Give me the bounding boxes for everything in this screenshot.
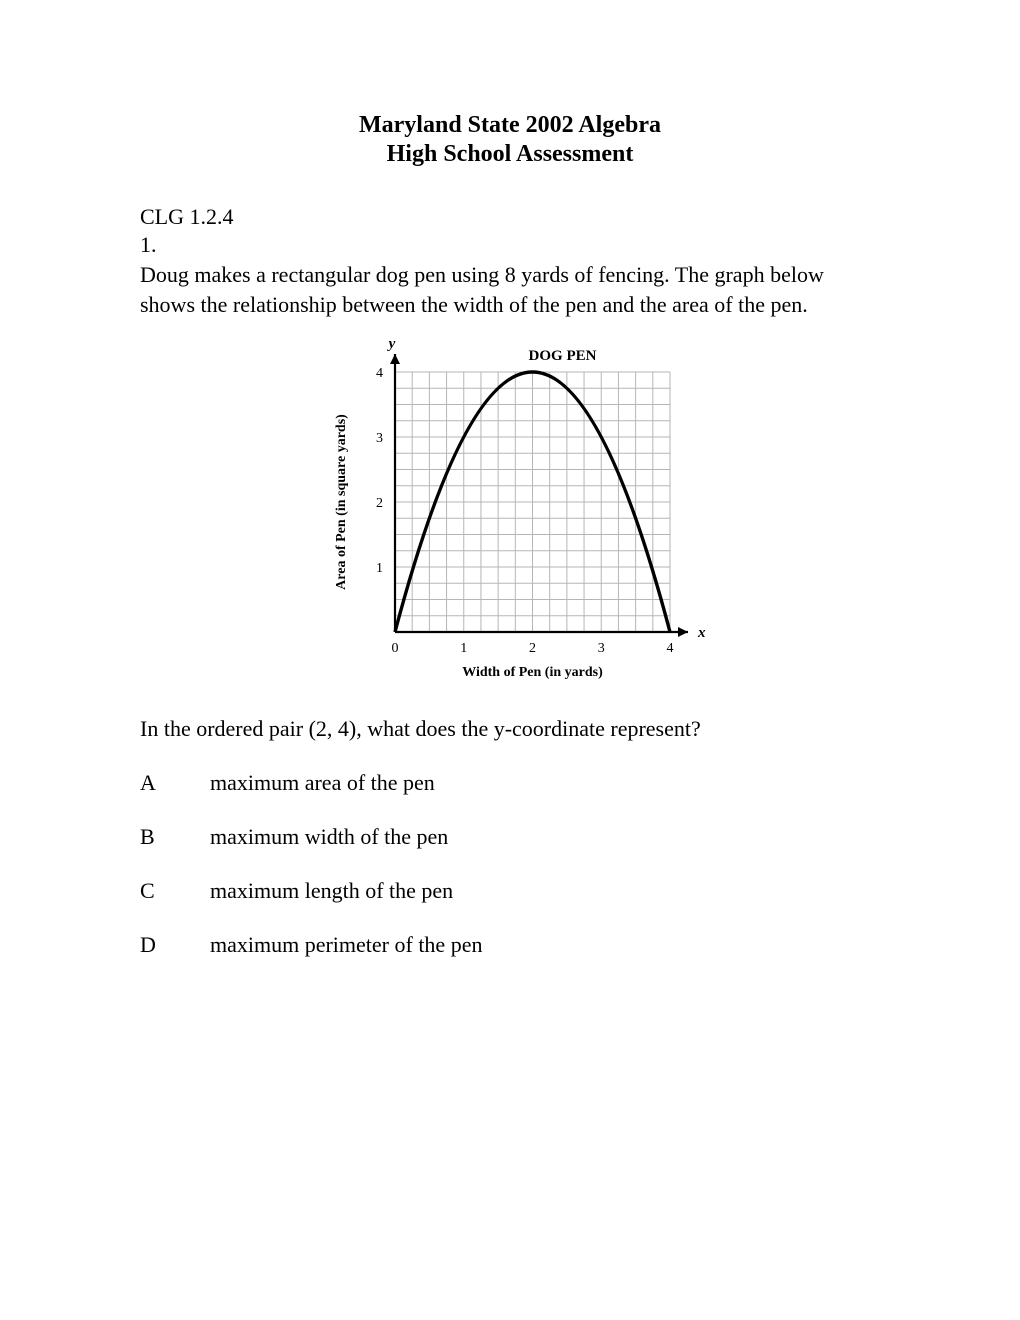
svg-text:Area of Pen (in square yards): Area of Pen (in square yards) xyxy=(334,413,349,589)
problem-text: Doug makes a rectangular dog pen using 8… xyxy=(140,260,860,319)
page-title-line1: Maryland State 2002 Algebra xyxy=(140,110,880,141)
question-text: In the ordered pair (2, 4), what does th… xyxy=(140,716,880,742)
choice-letter: D xyxy=(140,932,210,958)
choice-letter: C xyxy=(140,878,210,904)
svg-text:4: 4 xyxy=(667,641,674,656)
svg-text:3: 3 xyxy=(598,641,605,656)
choice-letter: B xyxy=(140,824,210,850)
svg-text:4: 4 xyxy=(376,366,383,381)
answer-choice: Bmaximum width of the pen xyxy=(140,824,880,850)
assessment-page: Maryland State 2002 Algebra High School … xyxy=(0,0,1020,1320)
svg-text:Width of Pen (in yards): Width of Pen (in yards) xyxy=(462,665,603,680)
answer-choice: Amaximum area of the pen xyxy=(140,770,880,796)
answer-choice: Dmaximum perimeter of the pen xyxy=(140,932,880,958)
choice-text: maximum perimeter of the pen xyxy=(210,932,482,958)
choice-text: maximum length of the pen xyxy=(210,878,453,904)
answer-choices: Amaximum area of the pen Bmaximum width o… xyxy=(140,770,880,958)
dog-pen-chart: 0 1 2 3 4 1 2 3 4 x y DOG PEN Width of Pen (in yards… xyxy=(310,332,710,692)
svg-text:2: 2 xyxy=(376,496,383,511)
svg-text:0: 0 xyxy=(392,641,399,656)
svg-text:x: x xyxy=(697,625,706,641)
svg-text:1: 1 xyxy=(460,641,467,656)
chart-figure: 0 1 2 3 4 1 2 3 4 x y DOG PEN Width of Pen (in yards… xyxy=(140,332,880,692)
svg-text:DOG PEN: DOG PEN xyxy=(529,348,597,364)
choice-text: maximum width of the pen xyxy=(210,824,448,850)
svg-text:3: 3 xyxy=(376,431,383,446)
choice-letter: A xyxy=(140,770,210,796)
question-number: 1. xyxy=(140,232,880,258)
clg-code: CLG 1.2.4 xyxy=(140,204,880,230)
svg-text:y: y xyxy=(387,336,396,352)
choice-text: maximum area of the pen xyxy=(210,770,435,796)
page-title-line2: High School Assessment xyxy=(140,141,880,168)
svg-text:2: 2 xyxy=(529,641,536,656)
svg-text:1: 1 xyxy=(376,561,383,576)
answer-choice: Cmaximum length of the pen xyxy=(140,878,880,904)
